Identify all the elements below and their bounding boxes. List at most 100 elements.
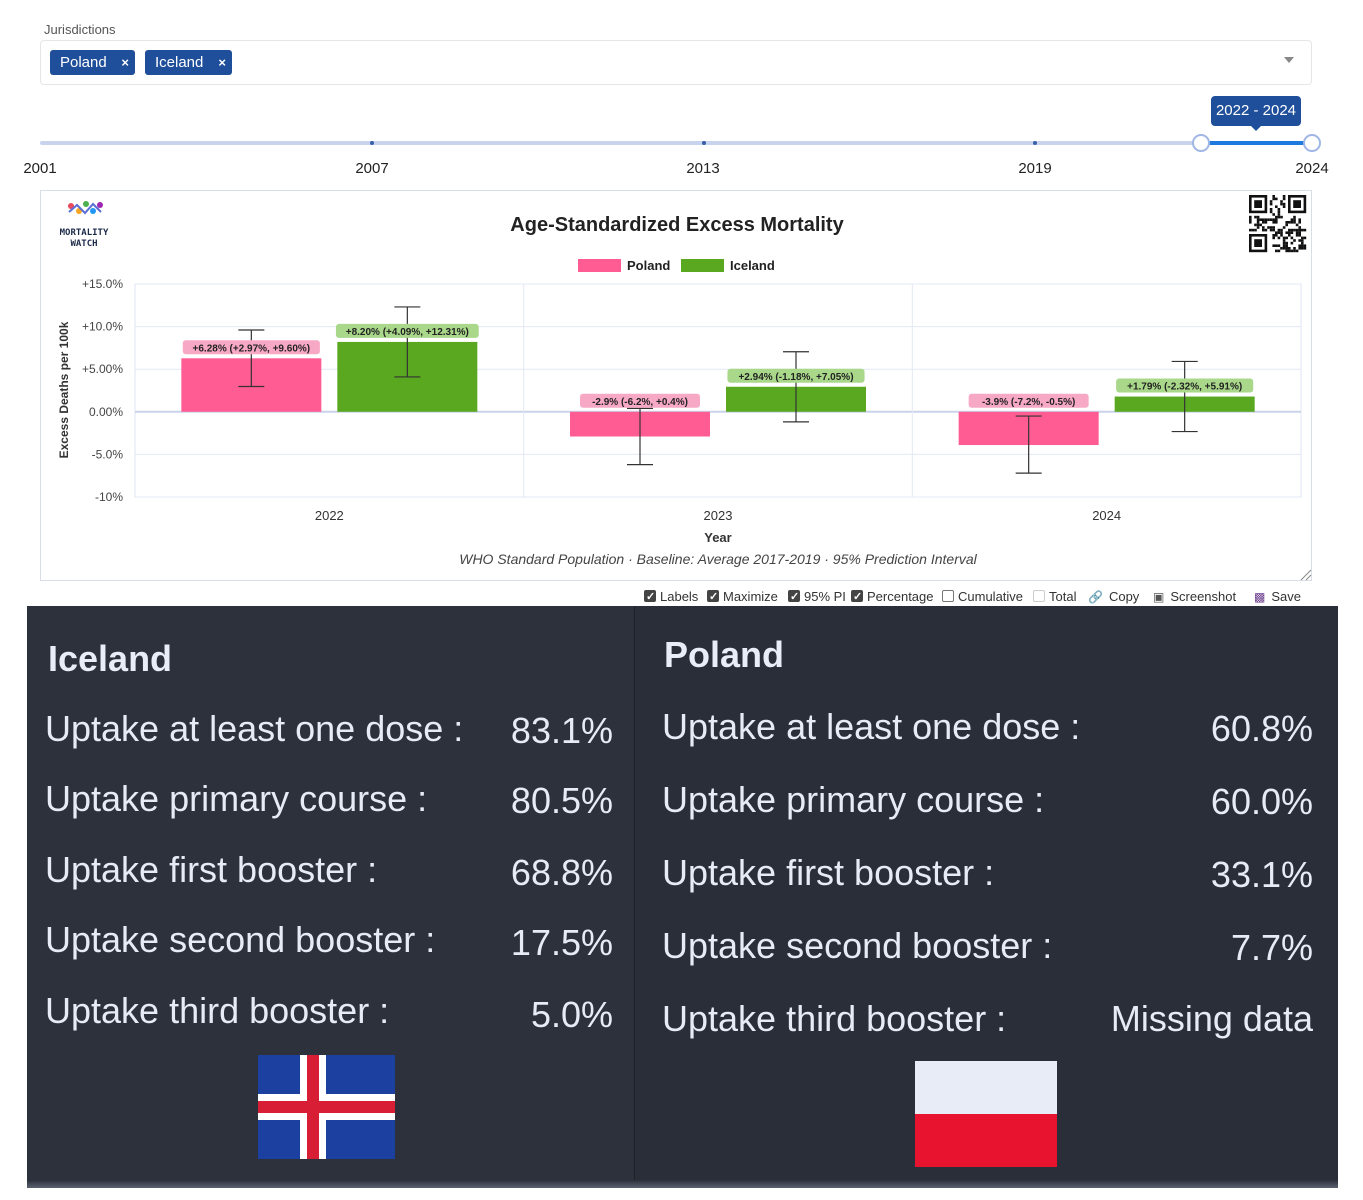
copy-button[interactable]: 🔗 Copy: [1088, 588, 1139, 606]
checkbox[interactable]: [851, 588, 863, 606]
option-95-pi[interactable]: 95% PI: [788, 588, 846, 606]
option-label: Maximize: [723, 589, 778, 604]
uptake-label: Uptake second booster :: [45, 919, 436, 960]
legend-swatch: [681, 259, 724, 272]
uptake-value: 68.8%: [510, 852, 613, 893]
uptake-label: Uptake primary course :: [662, 779, 1045, 820]
qr-module: [1277, 249, 1281, 253]
qr-module: [1282, 197, 1286, 201]
qr-module: [1290, 228, 1294, 232]
checkbox[interactable]: [942, 590, 954, 602]
save-label: Save: [1271, 589, 1301, 604]
qr-module: [1254, 223, 1257, 227]
qr-module: [1282, 247, 1286, 250]
slider-tooltip: 2022 - 2024: [1211, 96, 1301, 126]
qr-module: [1295, 223, 1299, 227]
year-slider-track[interactable]: [40, 141, 1312, 145]
chip-iceland[interactable]: Iceland ×: [145, 50, 232, 75]
checkbox[interactable]: [1033, 590, 1045, 602]
chip-label: Iceland: [155, 54, 204, 71]
qr-code: [1249, 195, 1307, 253]
qr-module: [1259, 223, 1262, 227]
qr-module: [1301, 244, 1304, 247]
qr-module: [1272, 221, 1275, 224]
chart-legend: Poland Iceland: [578, 258, 775, 273]
qr-module: [1277, 228, 1281, 232]
slider-tick-label: 2024: [1295, 160, 1329, 177]
screenshot-button[interactable]: ▣ Screenshot: [1153, 588, 1236, 606]
qr-module: [1295, 234, 1299, 237]
qr-module: [1277, 210, 1281, 214]
qr-module: [1275, 197, 1278, 201]
qr-module: [1298, 226, 1301, 229]
qr-module: [1275, 205, 1278, 208]
qr-module: [1272, 228, 1275, 232]
option-labels[interactable]: Labels: [644, 588, 698, 606]
data-label-bg: [182, 340, 320, 355]
legend-label: Iceland: [730, 258, 775, 273]
qr-finder: [1254, 200, 1262, 208]
qr-module: [1272, 213, 1275, 216]
option-total[interactable]: Total: [1033, 588, 1076, 606]
qr-module: [1293, 215, 1296, 219]
slider-handle-end[interactable]: [1303, 134, 1321, 152]
resize-handle-icon[interactable]: [1300, 569, 1312, 581]
option-percentage[interactable]: Percentage: [851, 588, 934, 606]
qr-module: [1282, 244, 1286, 247]
qr-module: [1269, 226, 1273, 229]
jurisdictions-select[interactable]: Poland × Iceland ×: [40, 40, 1312, 85]
checkbox[interactable]: [788, 588, 800, 606]
qr-module: [1272, 218, 1275, 221]
uptake-value: 80.5%: [510, 780, 613, 821]
checkbox[interactable]: [644, 588, 656, 606]
qr-module: [1293, 249, 1296, 253]
qr-module: [1288, 231, 1291, 234]
slider-handle-start[interactable]: [1192, 134, 1210, 152]
qr-module: [1256, 215, 1260, 219]
qr-module: [1280, 234, 1283, 237]
slider-tick-label: 2001: [23, 160, 57, 177]
qr-module: [1280, 215, 1283, 219]
qr-module: [1254, 228, 1257, 232]
x-tick-label: 2023: [704, 508, 733, 523]
qr-module: [1298, 228, 1301, 232]
qr-module: [1282, 195, 1286, 198]
data-label: +2.94% (-1.18%, +7.05%): [738, 372, 853, 383]
vaccination-uptake-photo: Iceland Uptake at least one dose : 83.1%…: [27, 606, 1338, 1188]
qr-module: [1264, 221, 1268, 224]
poland-panel: Poland Uptake at least one dose : 60.8% …: [635, 606, 1338, 1188]
option-cumulative[interactable]: Cumulative: [942, 588, 1023, 606]
qr-module: [1277, 231, 1281, 234]
option-maximize[interactable]: Maximize: [707, 588, 778, 606]
plot-frame: [134, 283, 1302, 498]
chip-poland[interactable]: Poland ×: [50, 50, 135, 75]
qr-module: [1272, 195, 1275, 198]
qr-module: [1269, 208, 1273, 211]
qr-module: [1272, 236, 1275, 240]
qr-module: [1288, 221, 1291, 224]
qr-module: [1280, 231, 1283, 234]
qr-module: [1277, 213, 1281, 216]
qr-module: [1295, 231, 1299, 234]
qr-module: [1298, 234, 1301, 237]
y-tick-label: +10.0%: [82, 320, 123, 334]
remove-icon[interactable]: ×: [121, 55, 129, 70]
data-label: +6.28% (+2.97%, +9.60%): [193, 343, 311, 354]
qr-module: [1301, 236, 1304, 240]
qr-module: [1285, 221, 1288, 224]
qr-module: [1285, 241, 1288, 245]
chevron-down-icon[interactable]: [1284, 57, 1294, 63]
qr-module: [1256, 226, 1260, 229]
qr-module: [1295, 249, 1299, 253]
checkbox[interactable]: [707, 588, 719, 606]
data-label-bg: [727, 368, 865, 383]
qr-module: [1262, 226, 1265, 229]
qr-module: [1249, 221, 1252, 224]
qr-finder: [1254, 239, 1262, 247]
data-label: +1.79% (-2.32%, +5.91%): [1127, 382, 1242, 393]
qr-module: [1264, 218, 1268, 221]
qr-module: [1301, 241, 1304, 245]
remove-icon[interactable]: ×: [218, 55, 226, 70]
qr-module: [1290, 231, 1294, 234]
save-button[interactable]: ▩ Save: [1254, 588, 1301, 606]
